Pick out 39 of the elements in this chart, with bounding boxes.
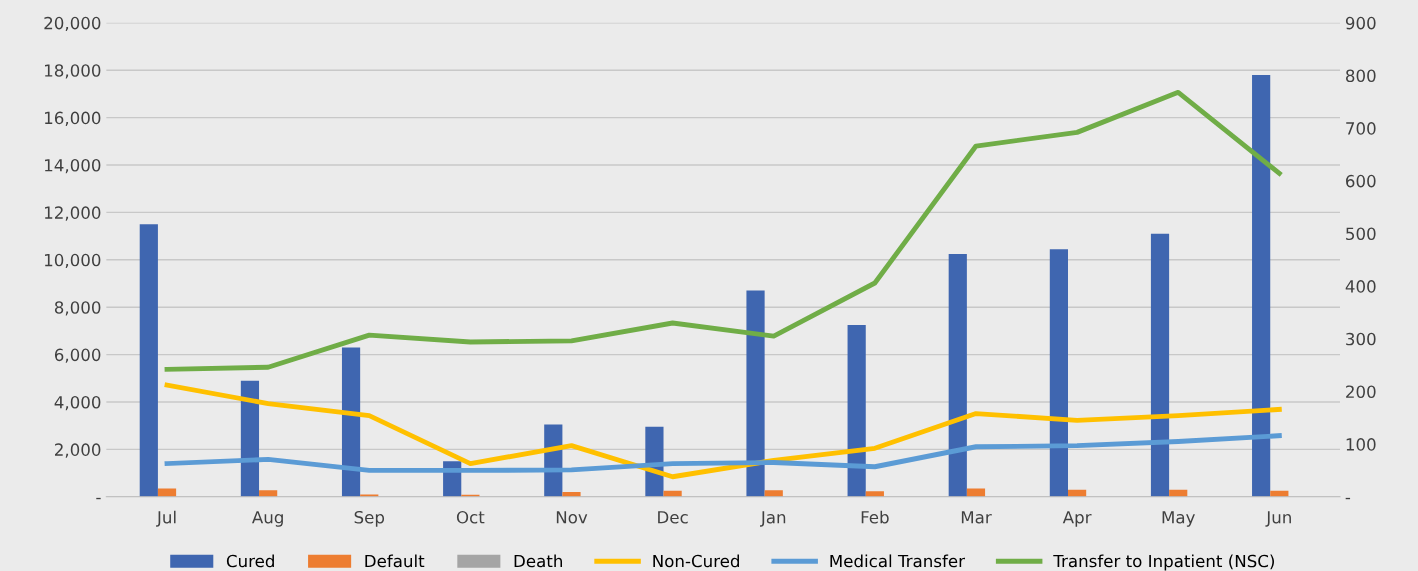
y2-tick-label: 400 (1345, 280, 1376, 293)
y2-tick-label: 100 (1346, 438, 1376, 451)
y2-tick-label: 200 (1346, 385, 1376, 399)
y2-tick-label: 300 (1346, 332, 1376, 346)
y2-tick-label: 800 (1346, 69, 1376, 83)
y-tick-label: 12,000 (45, 206, 101, 221)
legend-label: Death (514, 554, 562, 568)
legend-label: Non-Cured (653, 554, 739, 568)
y-tick-label: - (96, 497, 101, 500)
y-tick-label: 10,000 (45, 253, 101, 269)
y-tick-label: 18,000 (45, 64, 101, 79)
y2-tick-label: - (1345, 497, 1351, 500)
y-tick-label: 20,000 (44, 16, 101, 32)
x-tick-label: Feb (861, 510, 889, 524)
x-tick-label: Jun (1265, 511, 1291, 527)
legend-label: Cured (226, 554, 274, 568)
x-tick-label: Jan (760, 511, 786, 527)
x-tick-label: Oct (456, 510, 485, 524)
y2-tick-label: 900 (1345, 16, 1376, 30)
legend-label: Transfer to Inpatient (NSC) (1053, 554, 1274, 571)
x-tick-label: Mar (961, 511, 992, 524)
x-tick-label: Sep (354, 510, 385, 527)
y-tick-label: 2,000 (55, 443, 101, 458)
y-tick-label: 8,000 (54, 301, 101, 316)
x-tick-label: May (1162, 511, 1195, 527)
y2-tick-label: 700 (1346, 122, 1376, 135)
legend-label: Medical Transfer (830, 554, 965, 568)
x-tick-label: Nov (556, 511, 588, 524)
x-tick-label: Apr (1062, 511, 1092, 527)
legend-label: Default (365, 554, 425, 568)
y-tick-label: 14,000 (45, 158, 101, 174)
x-tick-label: Dec (658, 511, 688, 524)
x-tick-label: Aug (252, 511, 283, 527)
y-tick-label: 6,000 (54, 348, 101, 363)
y-tick-label: 4,000 (54, 395, 101, 411)
y-tick-label: 16,000 (45, 111, 101, 126)
y2-tick-label: 600 (1346, 174, 1376, 188)
x-tick-label: Jul (156, 510, 176, 527)
y2-tick-label: 500 (1346, 227, 1376, 241)
